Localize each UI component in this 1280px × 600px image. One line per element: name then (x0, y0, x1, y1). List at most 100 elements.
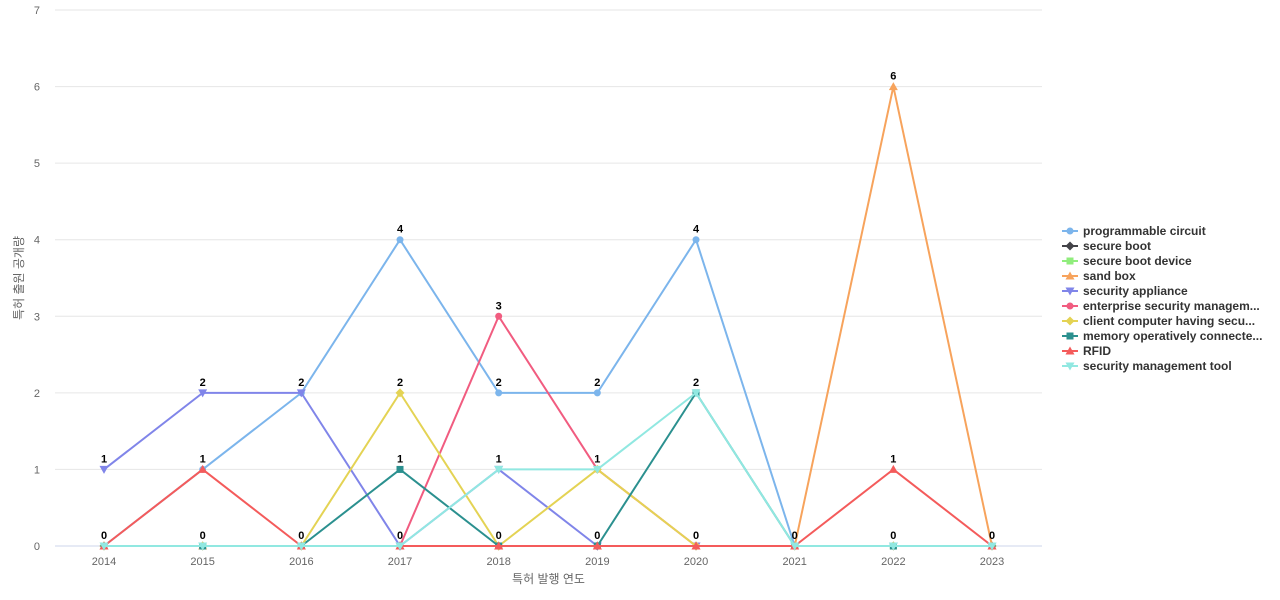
x-tick-label: 2022 (881, 556, 905, 568)
data-point (99, 465, 109, 474)
legend-label: security management tool (1083, 359, 1232, 373)
legend-marker (1065, 346, 1075, 355)
data-label: 1 (594, 453, 600, 465)
series-line (103, 468, 993, 547)
data-point (987, 542, 997, 551)
data-label: 0 (890, 530, 896, 542)
data-labels: 1 0 2 1 0 2 0 4 2 1 0 3 2 1 0 2 1 0 4 2 0 0 6 1 0 0 (101, 71, 995, 542)
data-point (198, 464, 208, 473)
data-label: 1 (890, 453, 896, 465)
legend-label: security appliance (1083, 284, 1188, 298)
data-label: 1 (496, 453, 502, 465)
legend-marker (1065, 271, 1075, 280)
data-point (99, 542, 109, 551)
data-point (593, 389, 601, 397)
legend-item[interactable]: RFID (1062, 344, 1111, 358)
data-label: 0 (693, 530, 699, 542)
x-tick-label: 2018 (486, 556, 510, 568)
y-tick-label: 4 (34, 235, 40, 247)
data-point (198, 542, 208, 551)
data-point (888, 82, 898, 91)
legend-item[interactable]: security appliance (1062, 284, 1188, 298)
data-label: 2 (693, 377, 699, 389)
legend-item[interactable]: client computer having secu... (1062, 314, 1255, 328)
data-point (395, 388, 405, 398)
legend-item[interactable]: enterprise security managem... (1062, 299, 1260, 313)
data-point (395, 542, 405, 551)
y-tick-label: 6 (34, 82, 40, 94)
series-lines (99, 82, 997, 551)
x-tick-label: 2015 (190, 556, 214, 568)
legend-marker (1066, 257, 1074, 265)
legend-item[interactable]: memory operatively connecte... (1062, 329, 1262, 343)
data-label: 0 (101, 530, 107, 542)
x-axis-title: 특허 발행 연도 (512, 571, 585, 586)
data-point (396, 236, 404, 244)
legend-marker (1065, 241, 1075, 251)
data-label: 1 (101, 453, 107, 465)
legend-item[interactable]: programmable circuit (1062, 224, 1206, 238)
data-label: 2 (496, 377, 502, 389)
data-point (888, 464, 898, 473)
x-tick-label: 2016 (289, 556, 313, 568)
y-tick-label: 0 (34, 541, 40, 553)
legend-marker (1065, 287, 1075, 296)
data-label: 2 (200, 377, 206, 389)
data-point (692, 236, 700, 244)
legend-marker (1065, 362, 1075, 371)
x-tick-label: 2014 (92, 556, 116, 568)
data-label: 2 (594, 377, 600, 389)
legend-marker (1066, 332, 1074, 340)
legend-label: programmable circuit (1083, 224, 1206, 238)
legend-item[interactable]: security management tool (1062, 359, 1232, 373)
legend-item[interactable]: secure boot device (1062, 254, 1192, 268)
y-tick-label: 7 (34, 5, 40, 17)
data-label: 6 (890, 71, 896, 83)
legend-marker (1066, 302, 1074, 310)
data-point (592, 465, 602, 474)
data-point (494, 541, 504, 550)
legend-item[interactable]: sand box (1062, 269, 1136, 283)
legend-label: sand box (1083, 269, 1136, 283)
legend-label: client computer having secu... (1083, 314, 1255, 328)
data-label: 0 (298, 530, 304, 542)
data-point (198, 389, 208, 398)
data-label: 0 (397, 530, 403, 542)
x-tick-label: 2023 (980, 556, 1004, 568)
x-tick-label: 2017 (388, 556, 412, 568)
data-point (790, 542, 800, 551)
legend-marker (1066, 227, 1074, 235)
data-point (396, 465, 404, 473)
legend-label: secure boot device (1083, 254, 1192, 268)
data-label: 4 (693, 224, 700, 236)
series-line (104, 391, 993, 547)
data-label: 2 (298, 377, 304, 389)
series-9 (99, 389, 997, 551)
data-point (494, 465, 504, 474)
data-point (691, 389, 701, 398)
legend-item[interactable]: secure boot (1062, 239, 1151, 253)
data-label: 0 (496, 530, 502, 542)
data-label: 3 (496, 300, 502, 312)
data-label: 0 (594, 530, 600, 542)
data-point (691, 541, 701, 550)
y-tick-label: 2 (34, 388, 40, 400)
y-axis-title: 특허 출원 공개량 (12, 236, 26, 320)
series-line (104, 315, 993, 547)
x-tick-label: 2020 (684, 556, 708, 568)
data-point (888, 542, 898, 551)
legend-label: memory operatively connecte... (1083, 329, 1262, 343)
data-point (592, 541, 602, 550)
data-label: 1 (200, 453, 206, 465)
x-tick-label: 2019 (585, 556, 609, 568)
y-tick-label: 1 (34, 464, 40, 476)
legend-label: RFID (1083, 344, 1111, 358)
data-point (296, 389, 306, 398)
data-point (495, 312, 503, 320)
data-label: 0 (792, 530, 798, 542)
data-label: 0 (200, 530, 206, 542)
